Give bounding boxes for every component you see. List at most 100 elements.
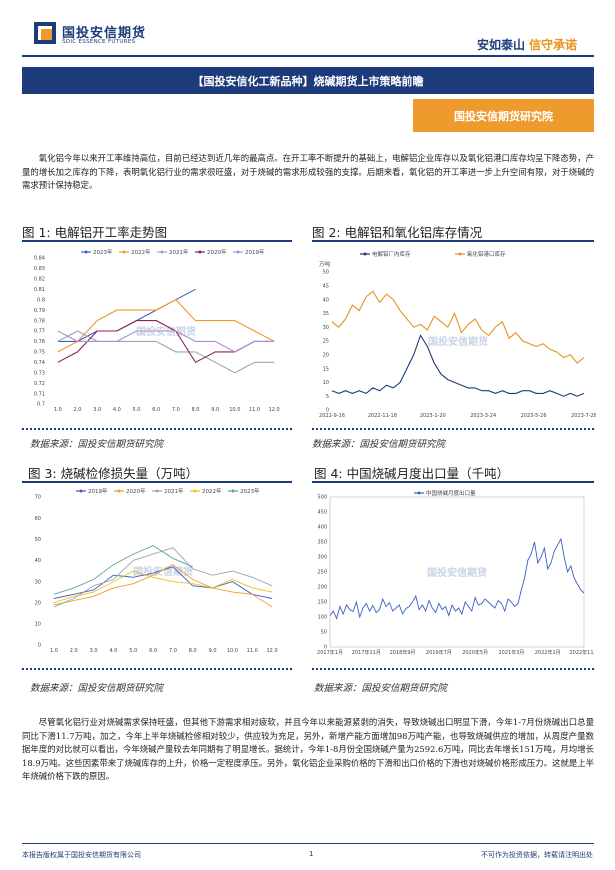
y-tick-label: 0.72 <box>34 381 45 387</box>
x-tick-label: 7.0 <box>169 648 177 654</box>
y-tick-label: 70 <box>35 495 41 501</box>
y-tick-label: 0 <box>324 645 327 651</box>
figure-1-source: 数据来源：国投安信期货研究院 <box>30 439 164 450</box>
series-line-1 <box>53 564 273 608</box>
series-line-4 <box>57 330 275 353</box>
legend-marker-0 <box>363 252 367 256</box>
y-tick-label: 0.84 <box>34 256 45 262</box>
y-tick-label: 0.82 <box>34 277 45 283</box>
x-tick-label: 2023-1-20 <box>420 413 446 419</box>
x-tick-label: 4.0 <box>109 648 117 654</box>
y-tick-label: 0.73 <box>34 370 45 376</box>
x-tick-label: 4.0 <box>113 407 121 413</box>
y-tick-label: 350 <box>317 540 327 546</box>
intro-paragraph: 氧化铝今年以来开工率维持高位，目前已经达到近几年的最高点。在开工率不断提升的基础… <box>22 153 594 191</box>
x-tick-label: 9.0 <box>211 407 219 413</box>
page-number: 1 <box>309 850 314 858</box>
series-line-3 <box>53 570 273 604</box>
x-tick-label: 2019年7月 <box>426 649 452 656</box>
x-tick-label: 2023-5-26 <box>521 413 547 419</box>
series-line-1 <box>57 299 275 353</box>
y-tick-label: 5 <box>326 394 329 400</box>
footer-divider <box>22 843 594 844</box>
x-tick-label: 10.0 <box>227 648 238 654</box>
series-line-2 <box>53 547 273 608</box>
slogan-part-a: 安如泰山 <box>476 38 525 52</box>
figure-1-bottom-rule <box>22 428 292 430</box>
report-title: 【国投安信化工新品种】烧碱期货上市策略前瞻 <box>22 67 594 94</box>
chart-1: 0.84 0.83 0.82 0.81 0.8 0.79 0.78 0.77 0.76 0.75 0… <box>26 244 294 416</box>
x-tick-label: 5.0 <box>129 648 137 654</box>
legend-marker-0 <box>84 250 88 254</box>
y-tick-label: 50 <box>35 537 41 543</box>
legend-marker-2 <box>155 489 159 493</box>
y-tick-label: 20 <box>323 353 329 359</box>
x-tick-label: 6.0 <box>152 407 160 413</box>
figure-3-source: 数据来源：国投安信期货研究院 <box>30 683 164 694</box>
series-line-0 <box>331 334 585 397</box>
x-tick-label: 10.0 <box>229 407 240 413</box>
figure-2-source: 数据来源：国投安信期货研究院 <box>312 439 446 450</box>
legend-marker-0 <box>417 491 421 495</box>
figure-2-bottom-rule <box>312 428 594 430</box>
y-tick-label: 0.77 <box>34 329 45 335</box>
x-tick-label: 1.0 <box>54 407 62 413</box>
x-tick-label: 11.0 <box>247 648 258 654</box>
legend-marker-0 <box>79 489 83 493</box>
legend-label-1: 2022年 <box>131 248 151 256</box>
watermark: 国投安信期货 <box>133 565 193 578</box>
figure-1-title: 图 1: 电解铝开工率走势图 <box>22 225 168 240</box>
legend-label-4: 2023年 <box>240 487 260 495</box>
y-tick-label: 30 <box>35 579 41 585</box>
x-tick-label: 2017年1月 <box>317 649 343 656</box>
y-tick-label: 45 <box>323 284 329 290</box>
y-tick-label: 10 <box>323 380 329 386</box>
figure-3-title: 图 3: 烧碱检修损失量（万吨） <box>28 466 199 481</box>
y-tick-label: 50 <box>321 630 327 636</box>
x-tick-label: 2.0 <box>74 407 82 413</box>
company-logo-icon <box>34 22 56 44</box>
legend-marker-3 <box>198 250 202 254</box>
series-line-2 <box>57 330 275 374</box>
legend-marker-2 <box>160 250 164 254</box>
y-tick-label: 35 <box>323 311 329 317</box>
x-tick-label: 5.0 <box>133 407 141 413</box>
header-divider <box>22 55 594 57</box>
x-tick-label: 2023-7-28 <box>571 413 596 419</box>
legend-label-0: 中国烧碱月度出口量 <box>426 489 476 497</box>
legend-label-4: 2019年 <box>245 248 265 256</box>
legend-label-0: 2023年 <box>93 248 113 256</box>
chart-4: 500 450 400 350 300 250 200 150 100 50 0 2017年1月 201… <box>310 485 594 661</box>
x-tick-label: 6.0 <box>149 648 157 654</box>
y-tick-label: 0 <box>326 408 329 414</box>
y-tick-label: 60 <box>35 516 41 522</box>
x-tick-label: 7.0 <box>172 407 180 413</box>
logo-english: SDIC ESSENCE FUTURES <box>62 39 136 45</box>
y-tick-label: 15 <box>323 366 329 372</box>
legend-label-2: 2021年 <box>169 248 189 256</box>
legend-marker-1 <box>122 250 126 254</box>
series-line-1 <box>331 290 585 364</box>
y-tick-label: 300 <box>317 555 327 561</box>
y-tick-label: 500 <box>317 495 327 501</box>
plot-frame <box>329 496 585 648</box>
x-tick-label: 12.0 <box>267 648 278 654</box>
analysis-paragraph: 尽管氧化铝行业对烧碱需求保持旺盛，但其他下游需求相对疲软，并且今年以来能源紧剥的… <box>22 717 594 782</box>
y-tick-label: 0 <box>38 643 41 649</box>
y-tick-label: 0.79 <box>34 308 45 314</box>
legend-label-2: 2021年 <box>164 487 184 495</box>
y-tick-label: 30 <box>323 325 329 331</box>
figure-3-rule <box>22 481 292 483</box>
legend-marker-4 <box>236 250 240 254</box>
legend-label-1: 氧化铝港口库存 <box>467 250 506 258</box>
x-tick-label: 9.0 <box>209 648 217 654</box>
slogan-part-b: 信守承诺 <box>528 38 577 52</box>
legend-label-3: 2022年 <box>202 487 222 495</box>
figure-2-title: 图 2: 电解铝和氧化铝库存情况 <box>312 225 483 240</box>
x-tick-label: 2023-3-24 <box>470 413 496 419</box>
logo-name: 国投安信期货 <box>62 26 147 41</box>
legend-marker-1 <box>458 252 462 256</box>
x-tick-label: 3.0 <box>90 648 98 654</box>
y-tick-label: 0.8 <box>37 297 45 303</box>
